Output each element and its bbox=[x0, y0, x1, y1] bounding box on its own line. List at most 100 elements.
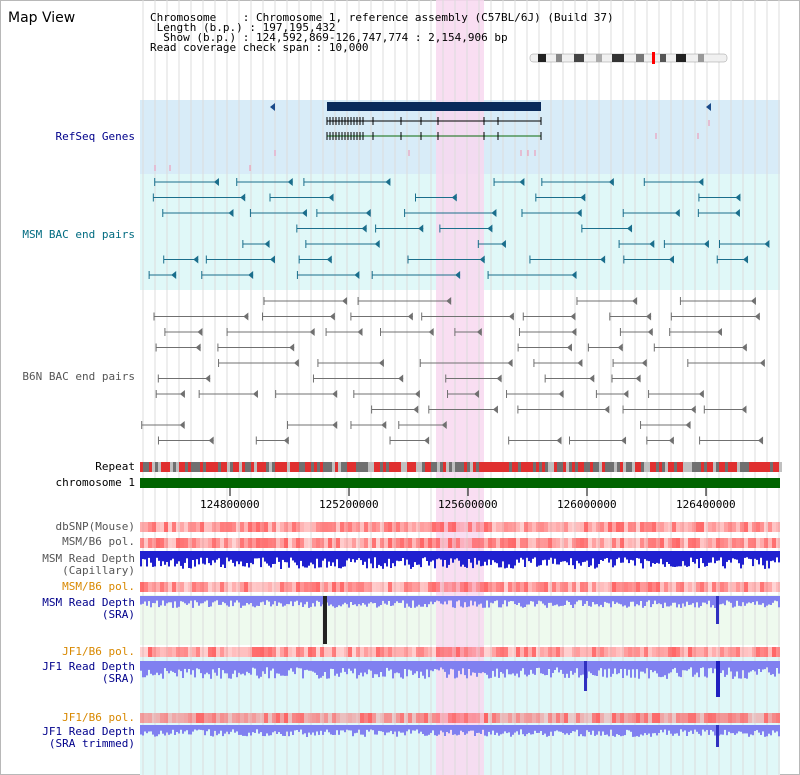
polymorphism-strip bbox=[176, 713, 180, 723]
read-depth-bar bbox=[230, 725, 232, 732]
read-depth-bar bbox=[482, 596, 484, 608]
track-label-msm-depth-cap-1[interactable]: MSM Read Depth bbox=[42, 552, 135, 565]
read-depth-bar bbox=[498, 551, 500, 568]
msm-bac-end-arrow-icon bbox=[264, 240, 270, 248]
polymorphism-strip bbox=[400, 647, 404, 657]
track-label-msm-b6-pol-1[interactable]: MSM/B6 pol. bbox=[62, 535, 135, 548]
polymorphism-strip bbox=[756, 713, 760, 723]
track-label-dbsnp[interactable]: dbSNP(Mouse) bbox=[55, 520, 135, 533]
polymorphism-strip bbox=[164, 538, 168, 548]
repeat-segment bbox=[545, 462, 548, 472]
polymorphism-strip bbox=[772, 647, 776, 657]
read-depth-bar bbox=[768, 596, 770, 605]
polymorphism-strip bbox=[660, 647, 664, 657]
polymorphism-strip bbox=[388, 522, 392, 532]
polymorphism-strip bbox=[208, 522, 212, 532]
repeat-segment bbox=[746, 462, 749, 472]
track-label-msm-depth-sra-1[interactable]: MSM Read Depth bbox=[42, 596, 135, 609]
track-label-repeat[interactable]: Repeat bbox=[95, 460, 135, 473]
polymorphism-strip bbox=[696, 713, 700, 723]
polymorphism-strip bbox=[144, 647, 148, 657]
read-depth-bar bbox=[508, 661, 510, 675]
polymorphism-strip bbox=[736, 713, 740, 723]
read-depth-bar bbox=[402, 551, 404, 558]
b6n-bac-end-arrow-icon bbox=[589, 374, 595, 383]
repeat-segment bbox=[659, 462, 662, 472]
read-depth-bar bbox=[308, 725, 310, 733]
repeat-segment bbox=[560, 462, 563, 472]
read-depth-bar bbox=[306, 661, 308, 670]
repeat-segment bbox=[635, 462, 638, 472]
read-depth-bar bbox=[674, 661, 676, 668]
polymorphism-strip bbox=[600, 582, 604, 592]
track-label-b6n-bac[interactable]: B6N BAC end pairs bbox=[22, 370, 135, 383]
read-depth-bar bbox=[756, 725, 758, 731]
read-depth-bar bbox=[668, 661, 670, 674]
read-depth-bar bbox=[302, 725, 304, 735]
read-depth-bar bbox=[392, 551, 394, 564]
polymorphism-strip bbox=[488, 522, 492, 532]
repeat-segment bbox=[392, 462, 395, 472]
repeat-segment bbox=[458, 462, 461, 472]
repeat-segment bbox=[446, 462, 449, 472]
polymorphism-strip bbox=[772, 713, 776, 723]
read-depth-bar bbox=[610, 551, 612, 560]
read-depth-bar bbox=[146, 725, 148, 734]
read-depth-bar bbox=[406, 661, 408, 677]
polymorphism-strip bbox=[580, 647, 584, 657]
track-label-jf1-b6-pol-1[interactable]: JF1/B6 pol. bbox=[62, 645, 135, 658]
read-depth-bar bbox=[142, 596, 144, 604]
polymorphism-strip bbox=[444, 647, 448, 657]
track-label-msm-b6-pol-2[interactable]: MSM/B6 pol. bbox=[62, 580, 135, 593]
polymorphism-strip bbox=[732, 522, 736, 532]
repeat-segment bbox=[173, 462, 176, 472]
track-label-msm-bac[interactable]: MSM BAC end pairs bbox=[22, 228, 135, 241]
read-depth-bar bbox=[514, 725, 516, 733]
read-depth-bar bbox=[748, 551, 750, 559]
read-depth-bar bbox=[576, 596, 578, 602]
repeat-segment bbox=[239, 462, 242, 472]
read-depth-bar bbox=[434, 596, 436, 603]
read-depth-bar bbox=[190, 596, 192, 601]
read-depth-bar bbox=[492, 551, 494, 561]
read-depth-bar bbox=[208, 596, 210, 607]
polymorphism-strip bbox=[556, 522, 560, 532]
read-depth-bar bbox=[776, 725, 778, 732]
read-depth-bar bbox=[444, 661, 446, 672]
read-depth-bar bbox=[598, 551, 600, 564]
read-depth-bar bbox=[468, 661, 470, 669]
read-depth-bar bbox=[552, 661, 554, 673]
read-depth-bar bbox=[350, 596, 352, 602]
read-depth-bar bbox=[346, 596, 348, 605]
read-depth-bar bbox=[274, 551, 276, 564]
read-depth-bar bbox=[472, 725, 474, 731]
polymorphism-strip bbox=[432, 647, 436, 657]
polymorphism-strip bbox=[172, 713, 176, 723]
repeat-segment bbox=[638, 462, 641, 472]
read-depth-bar bbox=[232, 661, 234, 674]
read-depth-bar bbox=[584, 725, 586, 737]
read-depth-bar bbox=[520, 725, 522, 730]
read-depth-bar bbox=[182, 551, 184, 569]
b6n-bac-end-arrow-icon bbox=[329, 312, 335, 321]
track-label-jf1-depth-sra-1[interactable]: JF1 Read Depth bbox=[42, 660, 135, 673]
track-label-jf1-depth-trim-1[interactable]: JF1 Read Depth bbox=[42, 725, 135, 738]
repeat-segment bbox=[779, 462, 782, 472]
read-depth-bar bbox=[246, 661, 248, 672]
polymorphism-strip bbox=[424, 582, 428, 592]
read-depth-bar bbox=[468, 551, 470, 559]
polymorphism-strip bbox=[640, 713, 644, 723]
read-depth-bar bbox=[232, 725, 234, 730]
read-depth-bar bbox=[456, 725, 458, 736]
msm-bac-end-arrow-icon bbox=[365, 209, 371, 217]
polymorphism-strip bbox=[620, 713, 624, 723]
polymorphism-strip bbox=[180, 522, 184, 532]
read-depth-bar bbox=[366, 596, 368, 607]
read-depth-bar bbox=[644, 725, 646, 734]
polymorphism-strip bbox=[640, 522, 644, 532]
track-label-refseq[interactable]: RefSeq Genes bbox=[55, 130, 135, 143]
polymorphism-strip bbox=[292, 538, 296, 548]
read-depth-bar bbox=[328, 725, 330, 733]
track-label-jf1-b6-pol-2[interactable]: JF1/B6 pol. bbox=[62, 711, 135, 724]
